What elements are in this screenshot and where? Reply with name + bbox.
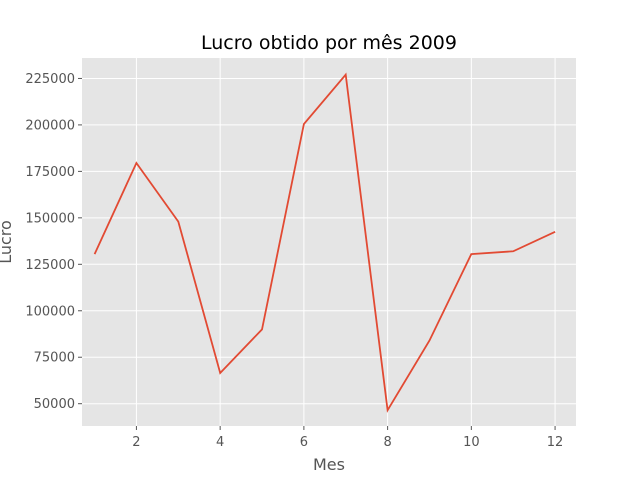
grid bbox=[82, 58, 576, 426]
y-tick-label: 175000 bbox=[25, 165, 75, 180]
y-tick-label: 125000 bbox=[25, 258, 75, 273]
x-tick-label: 10 bbox=[463, 435, 480, 450]
y-tick-label: 225000 bbox=[25, 72, 75, 87]
x-axis-label: Mes bbox=[313, 455, 345, 474]
y-tick-label: 200000 bbox=[25, 118, 75, 133]
y-tick-label: 75000 bbox=[34, 351, 75, 366]
chart-title: Lucro obtido por mês 2009 bbox=[201, 32, 457, 54]
x-tick-label: 4 bbox=[216, 435, 224, 450]
series-line bbox=[93, 72, 556, 413]
y-tick-label: 150000 bbox=[25, 211, 75, 226]
x-tick-label: 2 bbox=[132, 435, 140, 450]
x-tick-label: 8 bbox=[383, 435, 391, 450]
y-tick-label: 100000 bbox=[25, 304, 75, 319]
x-ticks: 2 4 6 8 10 12 bbox=[132, 426, 563, 450]
y-ticks: 50000 75000 100000 125000 150000 175000 200000… bbox=[25, 72, 82, 412]
y-tick-label: 50000 bbox=[34, 397, 75, 412]
x-tick-label: 12 bbox=[547, 435, 564, 450]
plot-background bbox=[82, 58, 576, 426]
y-axis-label: Lucro bbox=[0, 220, 15, 264]
x-tick-label: 6 bbox=[300, 435, 308, 450]
